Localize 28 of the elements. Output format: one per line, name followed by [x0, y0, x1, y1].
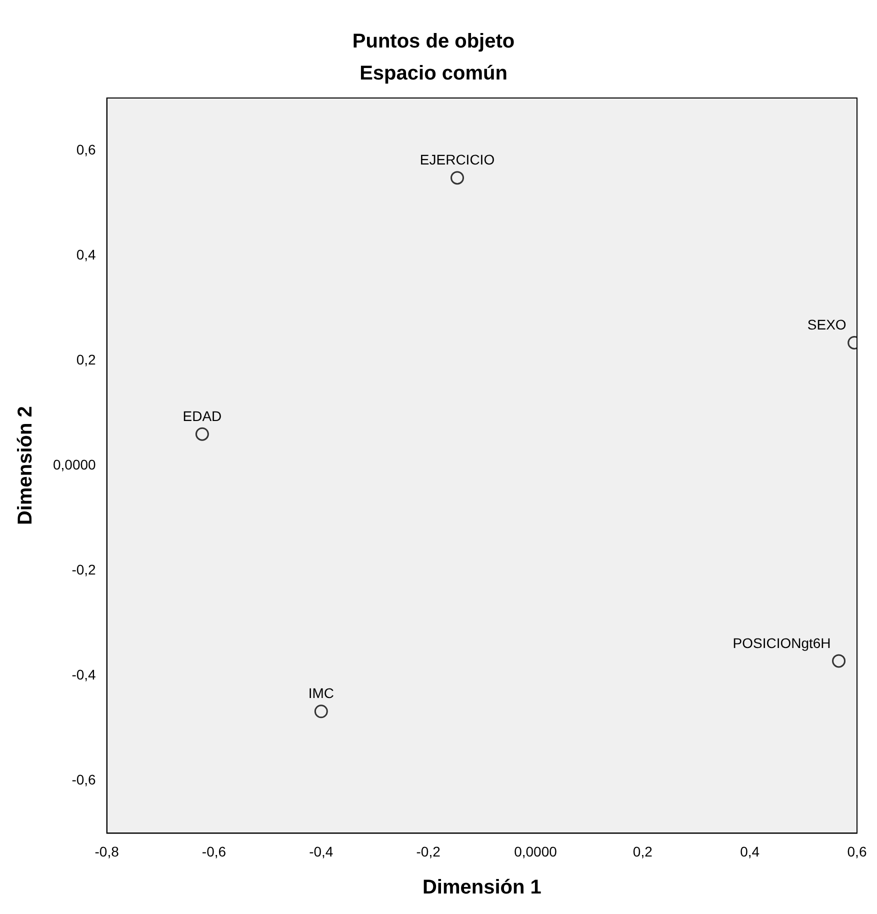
x-tick-label: 0,0000: [514, 843, 558, 860]
x-tick-label: -0,6: [202, 843, 226, 860]
annotation: IMC: [308, 685, 334, 702]
y-axis-title: Dimensión 2: [14, 406, 37, 526]
annotation: SEXO: [807, 316, 846, 333]
y-tick-label: -0,2: [72, 561, 96, 578]
point: [450, 171, 464, 185]
y-tick-label: -0,4: [72, 666, 96, 683]
annotation: EJERCICIO: [420, 152, 495, 168]
point: [314, 704, 328, 718]
point: [832, 654, 846, 668]
y-tick-label: -0,6: [72, 772, 96, 788]
x-tick-label: 0,2: [632, 843, 653, 860]
x-tick-label: 0,6: [847, 843, 867, 860]
x-tick-label: -0,4: [309, 843, 334, 860]
annotation: POSICIONgt6H: [732, 634, 831, 651]
y-tick-label: 0,4: [76, 246, 96, 262]
point: [195, 427, 209, 441]
y-tick-label: 0,0000: [52, 456, 96, 472]
y-tick-label: 0,6: [76, 141, 96, 158]
y-tick-label: 0,2: [76, 351, 96, 368]
x-tick-label: -0,2: [416, 843, 441, 860]
x-axis-title: Dimensión 1: [422, 876, 542, 899]
annotation: EDAD: [182, 408, 222, 424]
chart-title: Puntos de objeto: [352, 30, 515, 53]
x-tick-label: -0,8: [94, 843, 120, 860]
chart-subtitle: Espacio común: [360, 62, 508, 85]
x-tick-label: 0,4: [740, 843, 760, 860]
